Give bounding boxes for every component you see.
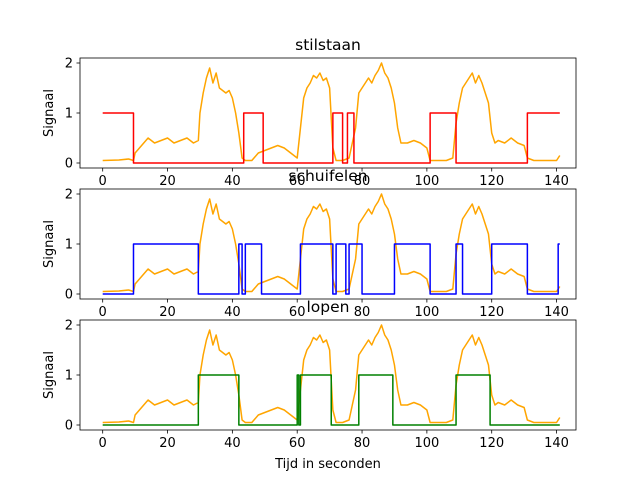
- schuifelen-y-axis-label: Signaal: [42, 220, 57, 268]
- schuifelen-y-tick-label: 2: [65, 188, 73, 203]
- schuifelen-plot-area: [102, 193, 561, 295]
- lopen-x-tick-label: 120: [479, 436, 504, 451]
- lopen-activity-step-line: [102, 374, 560, 426]
- lopen-x-tick-label: 20: [159, 436, 176, 451]
- lopen-x-tick-label: 0: [99, 436, 107, 451]
- stilstaan-plot-area: [102, 62, 561, 164]
- lopen-x-tick-label: 100: [414, 436, 439, 451]
- stilstaan-y-tick-label: 0: [65, 157, 73, 172]
- lopen-x-tick-label: 40: [224, 436, 241, 451]
- schuifelen-x-tick-label: 20: [159, 305, 176, 320]
- stilstaan-x-tick-label: 100: [414, 174, 439, 189]
- lopen-y-axis-label: Signaal: [42, 351, 57, 399]
- lopen-x-tick-label: 140: [544, 436, 569, 451]
- schuifelen-x-tick-label: 120: [479, 305, 504, 320]
- lopen-y-tick-label: 2: [65, 319, 73, 334]
- stilstaan-y-tick-label: 2: [65, 57, 73, 72]
- stilstaan-y-tick-label: 1: [65, 107, 73, 122]
- schuifelen-x-tick-label: 60: [289, 305, 306, 320]
- lopen-x-tick-label: 60: [289, 436, 306, 451]
- x-axis-label: Tijd in seconden: [274, 457, 381, 472]
- stilstaan-title: stilstaan: [295, 36, 361, 54]
- schuifelen-x-tick-label: 100: [414, 305, 439, 320]
- stilstaan-signal-line: [102, 62, 561, 162]
- stilstaan-activity-step-line: [102, 112, 560, 164]
- schuifelen-activity-step-line: [102, 243, 560, 295]
- schuifelen-title: schuifelen: [288, 167, 367, 185]
- lopen-plot-area: [102, 324, 561, 426]
- schuifelen-y-tick-label: 0: [65, 288, 73, 303]
- stilstaan-x-tick-label: 20: [159, 174, 176, 189]
- stilstaan-x-tick-label: 140: [544, 174, 569, 189]
- stilstaan-x-tick-label: 40: [224, 174, 241, 189]
- stilstaan-x-tick-label: 120: [479, 174, 504, 189]
- stilstaan-x-tick-label: 60: [289, 174, 306, 189]
- stilstaan-y-axis-label: Signaal: [42, 89, 57, 137]
- stilstaan-x-tick-label: 80: [354, 174, 371, 189]
- lopen-signal-line: [102, 324, 561, 424]
- schuifelen-x-tick-label: 40: [224, 305, 241, 320]
- schuifelen-x-tick-label: 0: [99, 305, 107, 320]
- subplot-schuifelen: 0 20 40 60 80 100 120 140 0 1 2 Signaal schuifelen: [42, 167, 577, 320]
- subplot-stilstaan: 0 20 40 60 80 100 120 140 0 1 2 Signaal stilstaan: [42, 36, 577, 189]
- lopen-x-tick-label: 80: [354, 436, 371, 451]
- schuifelen-x-tick-label: 80: [354, 305, 371, 320]
- subplot-lopen: 0 20 40 60 80 100 120 140 0 1 2 Signaal lopen Tijd in…: [42, 298, 577, 472]
- schuifelen-y-tick-label: 1: [65, 238, 73, 253]
- schuifelen-x-tick-label: 140: [544, 305, 569, 320]
- lopen-y-tick-label: 1: [65, 369, 73, 384]
- lopen-y-tick-label: 0: [65, 419, 73, 434]
- stilstaan-x-tick-label: 0: [99, 174, 107, 189]
- lopen-title: lopen: [307, 298, 350, 316]
